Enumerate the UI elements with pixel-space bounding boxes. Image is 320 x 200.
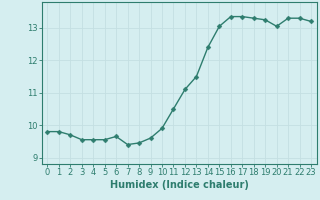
X-axis label: Humidex (Indice chaleur): Humidex (Indice chaleur) — [110, 180, 249, 190]
